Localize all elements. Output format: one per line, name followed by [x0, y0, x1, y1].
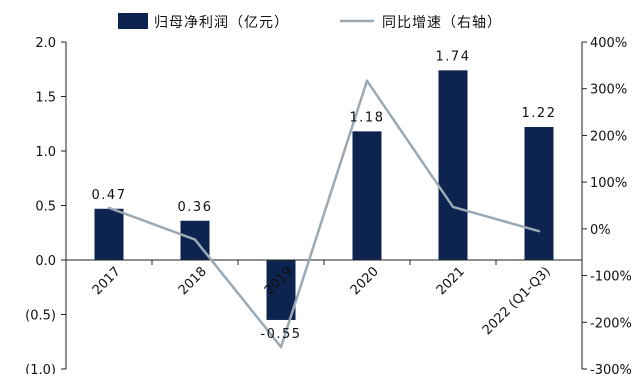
bar-2017: [94, 208, 124, 260]
bar-value-label: -0.55: [260, 327, 301, 342]
growth-point-2019: [279, 345, 283, 349]
right-axis-tick-label: -300%: [590, 363, 632, 374]
growth-point-2020: [365, 79, 369, 82]
bar-2022 (Q1-Q3): [524, 127, 554, 261]
growth-point-2018: [193, 238, 197, 241]
left-axis-tick-label: 0.5: [35, 200, 56, 215]
bar-value-label: 0.36: [178, 200, 213, 215]
growth-point-2017: [107, 206, 111, 210]
bar-2019: [266, 260, 296, 320]
right-axis-tick-label: 0%: [590, 223, 611, 238]
left-axis-tick-label: 1.5: [35, 91, 56, 106]
category-label: 2022 (Q1-Q3): [480, 264, 554, 338]
left-axis-tick-label: (1.0): [25, 363, 56, 374]
left-axis-tick-label: 2.0: [35, 36, 56, 51]
category-label: 2020: [348, 264, 382, 298]
right-axis-tick-label: 100%: [590, 176, 627, 191]
bar-value-label: 1.22: [522, 106, 557, 121]
bar-value-label: 1.74: [436, 49, 471, 64]
growth-line: [108, 79, 540, 349]
category-label: 2017: [90, 264, 124, 298]
right-axis-tick-label: 200%: [590, 129, 627, 144]
category-label: 2021: [434, 264, 468, 298]
legend-bar-label: 归母净利润（亿元）: [154, 14, 289, 31]
bar-2020: [352, 131, 382, 260]
right-axis-tick-label: -200%: [590, 316, 632, 331]
legend-line-label: 同比增速（右轴）: [382, 15, 502, 31]
left-axis-tick-label: 1.0: [35, 145, 56, 160]
bar-2021: [438, 70, 468, 260]
legend-bar-swatch: [118, 13, 148, 29]
growth-point-2022 (Q1-Q3): [537, 229, 541, 233]
bar-value-label: 0.47: [92, 188, 127, 203]
left-axis-tick-label: 0.0: [35, 254, 56, 269]
growth-point-2021: [451, 205, 455, 209]
left-axis-tick-label: (0.5): [25, 309, 56, 324]
right-axis-tick-label: 300%: [590, 83, 627, 98]
right-axis-tick-label: 400%: [590, 36, 627, 51]
category-label: 2018: [176, 264, 210, 298]
right-axis-tick-label: -100%: [590, 270, 632, 285]
bar-value-label: 1.18: [350, 110, 385, 125]
